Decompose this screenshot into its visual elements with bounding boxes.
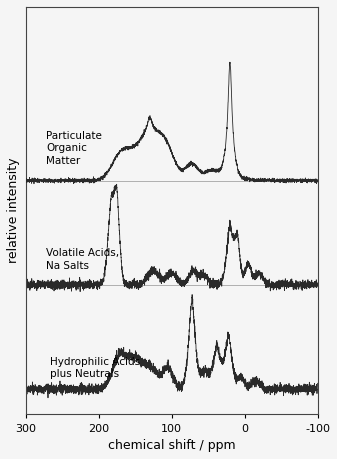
- Text: Volatile Acids,
Na Salts: Volatile Acids, Na Salts: [46, 248, 119, 270]
- Text: Particulate
Organic
Matter: Particulate Organic Matter: [46, 131, 102, 166]
- X-axis label: chemical shift / ppm: chemical shift / ppm: [108, 439, 235, 452]
- Y-axis label: relative intensity: relative intensity: [7, 158, 20, 263]
- Text: Hydrophilic Acids
plus Neutrals: Hydrophilic Acids plus Neutrals: [50, 357, 141, 379]
